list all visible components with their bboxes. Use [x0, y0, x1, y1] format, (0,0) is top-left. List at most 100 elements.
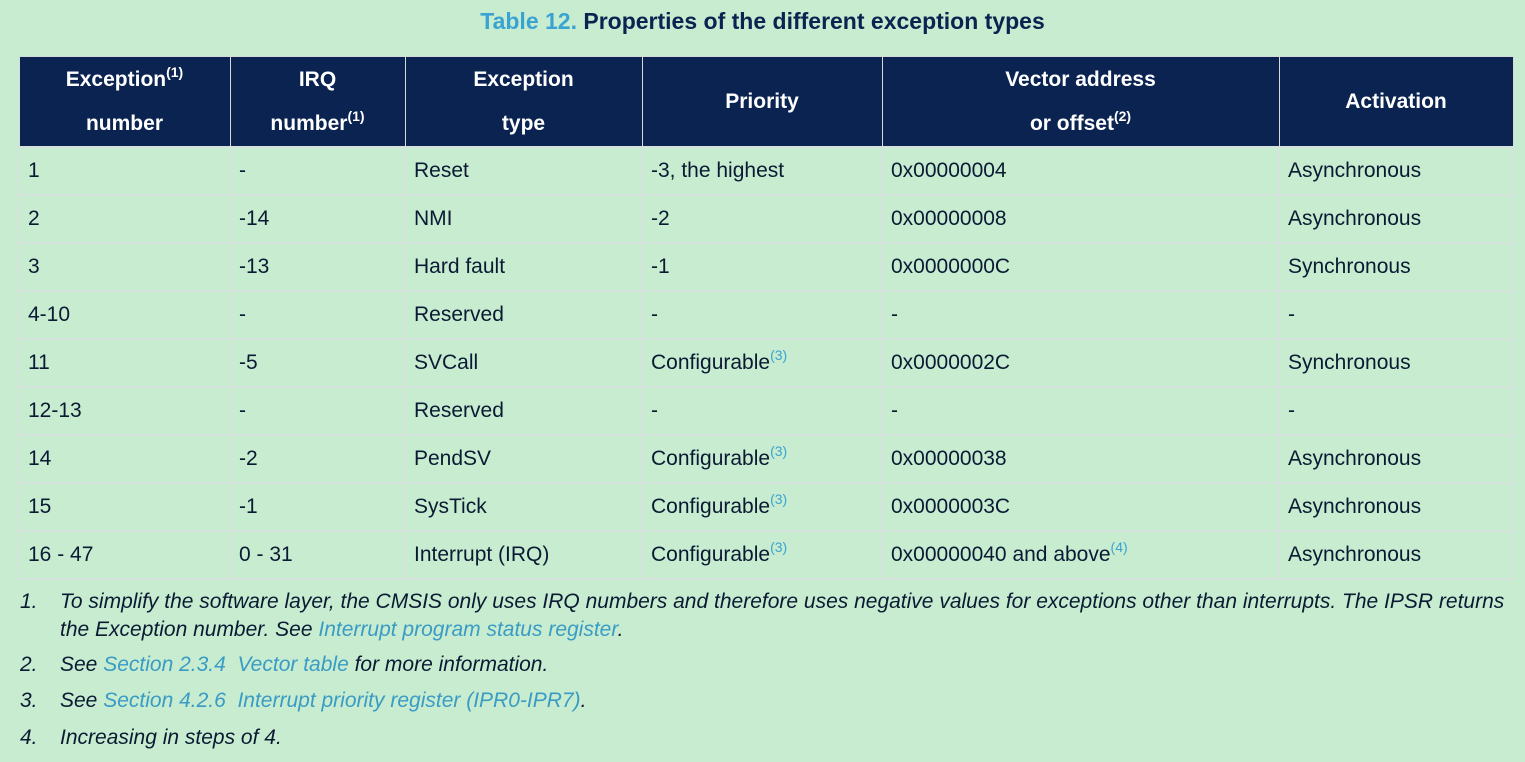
- footnote-part: To simplify the software layer, the CMSI…: [60, 590, 1511, 641]
- table-cell: -: [1278, 290, 1514, 340]
- cell-text: 11: [28, 351, 50, 374]
- header-cell: Exception type: [404, 56, 643, 148]
- cell-text: NMI: [414, 207, 453, 230]
- footnote-ref: (4): [1110, 539, 1128, 555]
- cell-text: 0 - 31: [239, 543, 293, 566]
- header-line: number(1): [231, 102, 405, 146]
- table-cell: -1: [229, 482, 406, 532]
- footnote-text: See Section 2.3.4 Vector table for more …: [60, 651, 1505, 679]
- header-cell: Exception(1) number: [18, 56, 231, 148]
- table-cell: Asynchronous: [1278, 530, 1514, 580]
- table-cell: Synchronous: [1278, 338, 1514, 388]
- cell-text: -: [891, 303, 898, 326]
- cell-text: -: [239, 399, 246, 422]
- table-cell: -: [229, 290, 406, 340]
- cell-text: -5: [239, 351, 258, 374]
- table-cell: -: [881, 386, 1280, 436]
- cell-text: 0x00000038: [891, 447, 1007, 470]
- cell-text: Synchronous: [1288, 255, 1411, 278]
- table-cell: 11: [18, 338, 231, 388]
- link[interactable]: Interrupt program status register: [318, 618, 618, 641]
- cell-text: Priority: [725, 89, 799, 113]
- footnote-ref: (1): [166, 63, 184, 80]
- cell-text: Reserved: [414, 399, 504, 422]
- header-line: Activation: [1280, 80, 1513, 124]
- table-cell: -: [641, 386, 883, 436]
- cell-text: Configurable: [651, 351, 771, 374]
- header-row: Exception(1) number IRQ number(1) Exception t…: [18, 56, 1514, 148]
- cell-text: Reserved: [414, 303, 504, 326]
- table-cell: -5: [229, 338, 406, 388]
- header-cell: Vector address or offset(2): [881, 56, 1280, 148]
- table-row: 3 -13 Hard fault -1 0x0000000C Synchronous: [18, 242, 1514, 292]
- footnote-ref: (3): [770, 443, 788, 459]
- header-line: Exception(1): [20, 58, 230, 102]
- link[interactable]: Section 2.3.4 Vector table: [103, 653, 349, 676]
- table-cell: Reset: [404, 146, 643, 196]
- table-cell: Configurable(3): [641, 482, 883, 532]
- cell-text: type: [501, 111, 546, 135]
- table-cell: 1: [18, 146, 231, 196]
- footnote-ref: (2): [1113, 107, 1132, 124]
- table-cell: Asynchronous: [1278, 194, 1514, 244]
- footnote-text: Increasing in steps of 4.: [60, 724, 1505, 752]
- cell-text: 16 - 47: [28, 543, 94, 566]
- cell-text: Asynchronous: [1288, 447, 1422, 470]
- table-cell: 12-13: [18, 386, 231, 436]
- table-cell: Configurable(3): [641, 434, 883, 484]
- link[interactable]: Section 4.2.6 Interrupt priority registe…: [103, 689, 581, 712]
- footnote-number: 4.: [20, 726, 38, 749]
- table-cell: -2: [641, 194, 883, 244]
- table-row: 11 -5 SVCall Configurable(3) 0x0000002C Synch…: [18, 338, 1514, 388]
- cell-text: IRQ: [298, 67, 337, 91]
- cell-text: Configurable: [651, 447, 771, 470]
- cell-text: -2: [651, 207, 670, 230]
- table-row: 1 - Reset -3, the highest 0x00000004 Asynchro…: [18, 146, 1514, 196]
- cell-text: Configurable: [651, 543, 771, 566]
- cell-text: Activation: [1345, 89, 1447, 113]
- table-cell: -: [641, 290, 883, 340]
- table-cell: -2: [229, 434, 406, 484]
- table-cell: 15: [18, 482, 231, 532]
- cell-text: Exception: [65, 67, 167, 91]
- footnote-part: .: [617, 618, 624, 641]
- footnote-text: See Section 4.2.6 Interrupt priority reg…: [60, 687, 1505, 715]
- cell-text: PendSV: [414, 447, 492, 470]
- cell-text: 0x0000003C: [891, 495, 1011, 518]
- table-title: Table 12. Properties of the different ex…: [0, 8, 1525, 35]
- table-row: 4-10 - Reserved - - -: [18, 290, 1514, 340]
- table-caption: Properties of the different exception ty…: [583, 8, 1045, 34]
- cell-text: 1: [28, 159, 40, 182]
- table-label: Table 12.: [480, 8, 577, 34]
- cell-text: 0x0000000C: [891, 255, 1011, 278]
- table-cell: Asynchronous: [1278, 434, 1514, 484]
- header-line: type: [406, 102, 642, 146]
- table-cell: SVCall: [404, 338, 643, 388]
- cell-text: -14: [239, 207, 270, 230]
- exception-table: Exception(1) number IRQ number(1) Exception t…: [18, 56, 1514, 580]
- cell-text: 3: [28, 255, 40, 278]
- table-cell: 0 - 31: [229, 530, 406, 580]
- cell-text: Asynchronous: [1288, 207, 1422, 230]
- table-cell: 4-10: [18, 290, 231, 340]
- header-line: IRQ: [231, 58, 405, 102]
- header-cell: IRQ number(1): [229, 56, 406, 148]
- table-cell: Interrupt (IRQ): [404, 530, 643, 580]
- cell-text: -: [1288, 399, 1295, 422]
- cell-text: Reset: [414, 159, 469, 182]
- table-cell: 0x0000003C: [881, 482, 1280, 532]
- cell-text: Vector address: [1005, 67, 1156, 91]
- cell-text: Interrupt (IRQ): [414, 543, 550, 566]
- table-cell: 0x00000038: [881, 434, 1280, 484]
- table-cell: Asynchronous: [1278, 146, 1514, 196]
- cell-text: number: [270, 111, 348, 135]
- table-cell: 14: [18, 434, 231, 484]
- cell-text: Hard fault: [414, 255, 506, 278]
- cell-text: -: [651, 399, 658, 422]
- table-cell: -13: [229, 242, 406, 292]
- header-line: Exception: [406, 58, 642, 102]
- cell-text: Synchronous: [1288, 351, 1411, 374]
- cell-text: -: [239, 303, 246, 326]
- cell-text: 0x0000002C: [891, 351, 1011, 374]
- footnote-number: 3.: [20, 689, 38, 712]
